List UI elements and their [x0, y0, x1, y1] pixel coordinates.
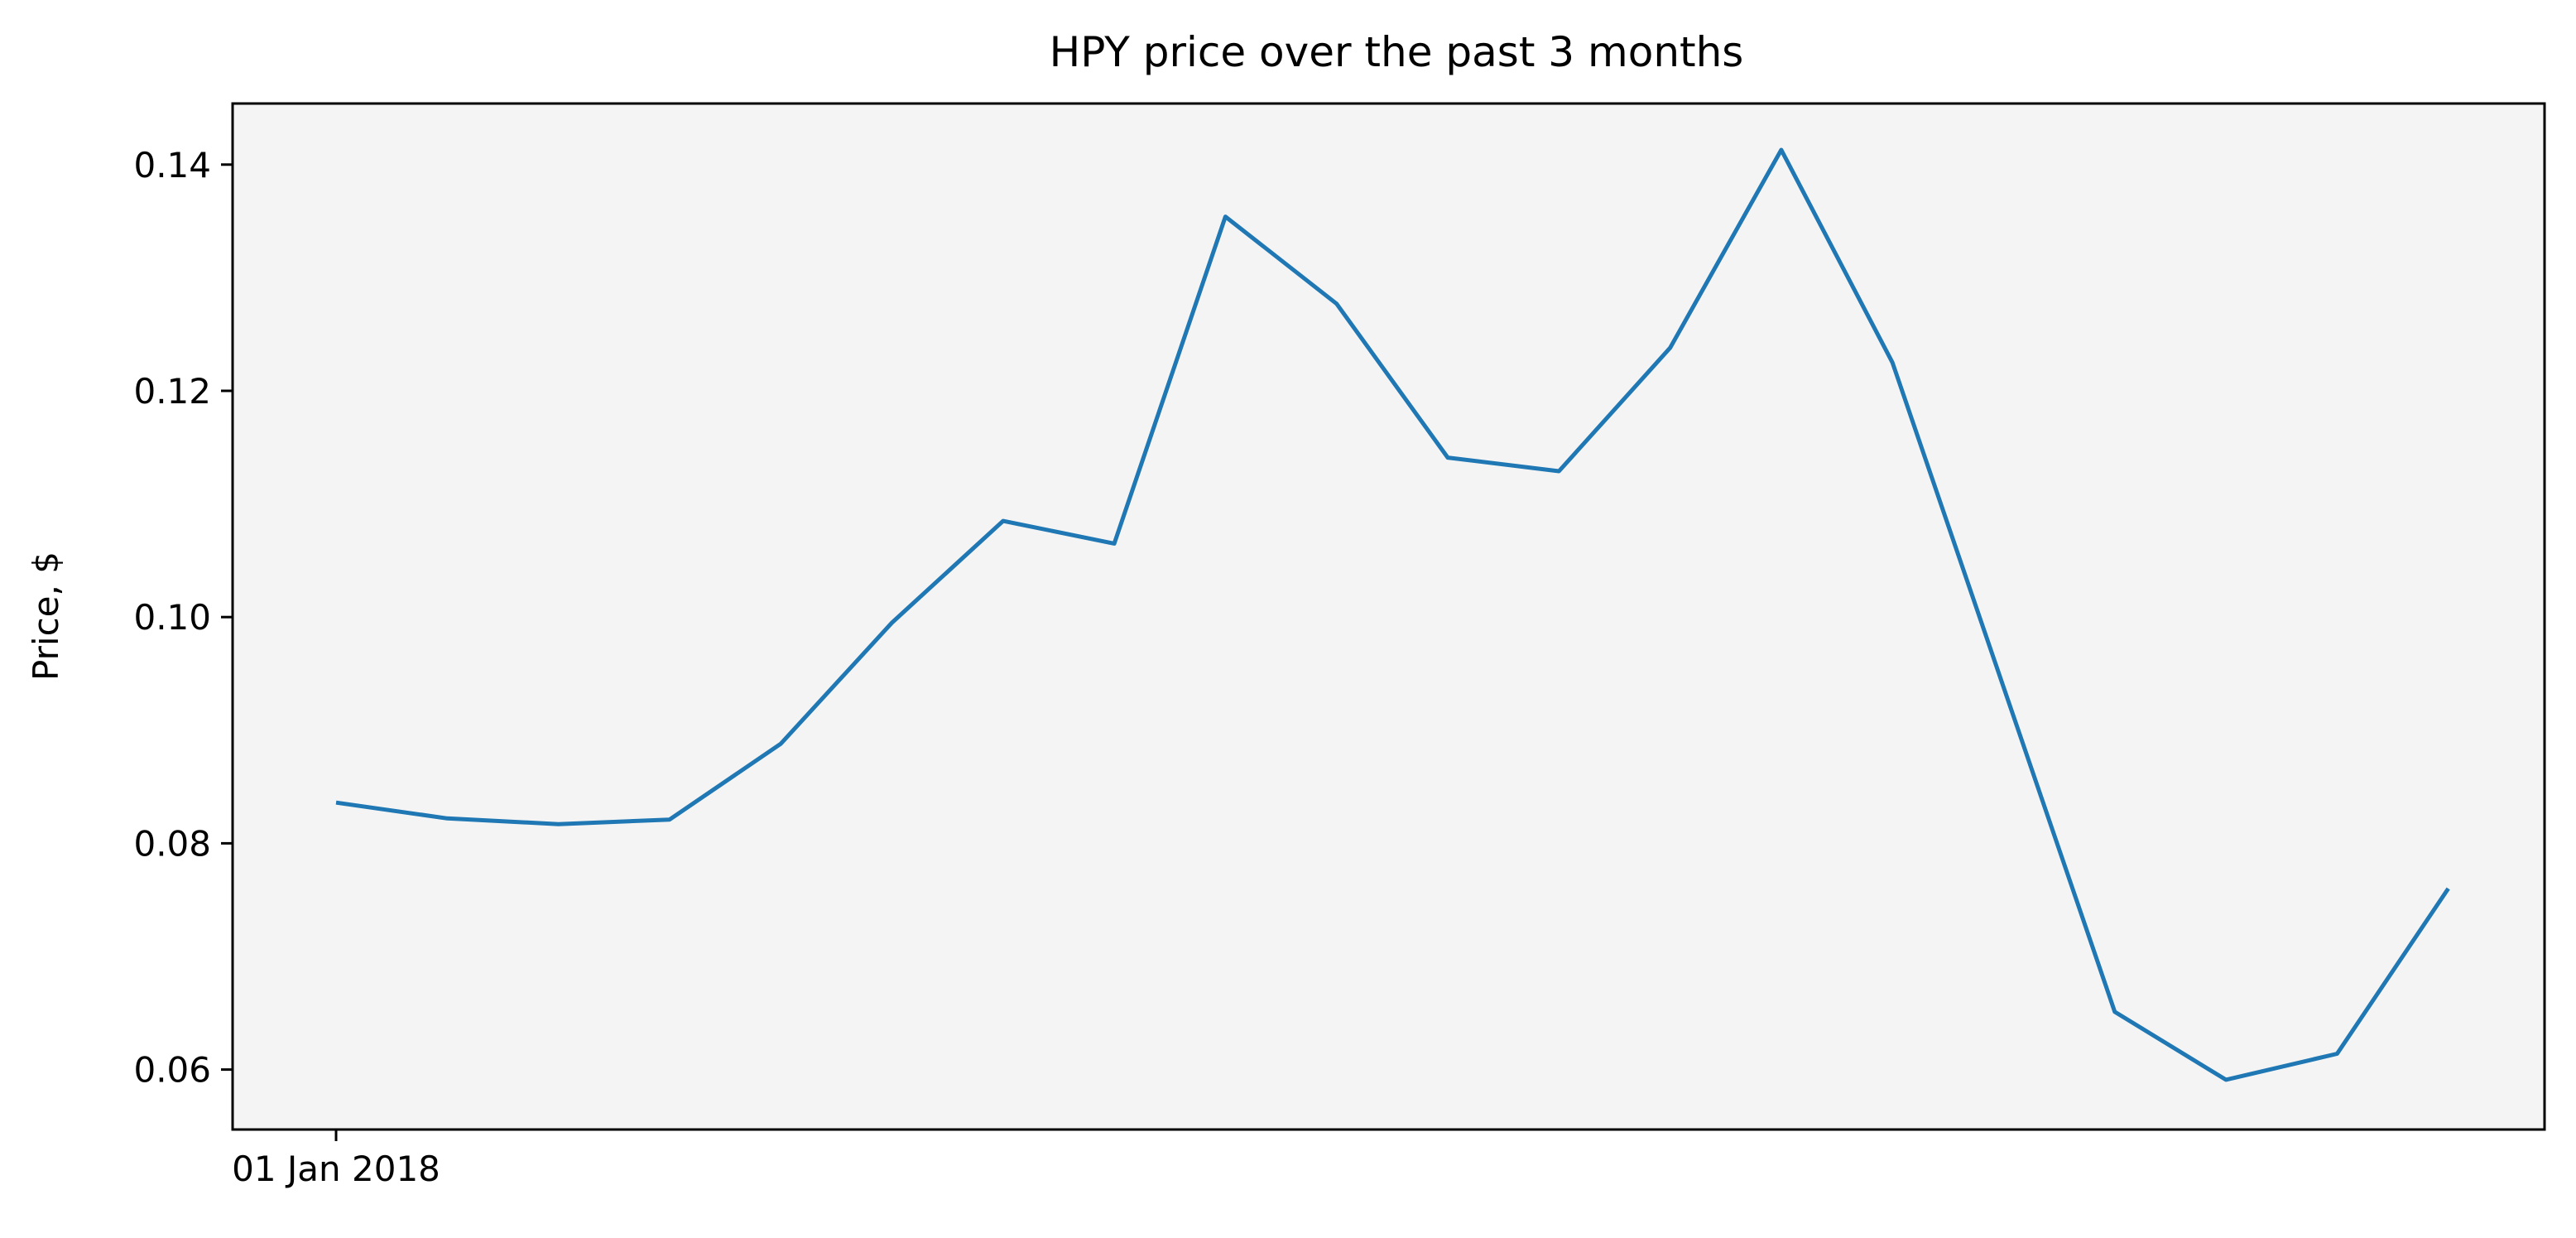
y-tick-label: 0.06 [133, 1050, 211, 1091]
series-layer [335, 147, 2450, 1082]
y-tick-label: 0.10 [133, 597, 211, 638]
plot-area-background [233, 104, 2545, 1130]
y-axis-label: Price, $ [26, 552, 66, 681]
y-axis: 0.06 0.08 0.10 0.12 0.14 [133, 145, 233, 1091]
y-tick-label: 0.14 [133, 145, 211, 185]
chart-title: HPY price over the past 3 months [1050, 28, 1744, 76]
x-axis: 01 Jan 2018 [232, 1130, 440, 1189]
series-line-1 [335, 147, 2450, 1082]
y-tick-label: 0.12 [133, 371, 211, 412]
y-tick-label: 0.08 [133, 823, 211, 864]
x-tick-label: 01 Jan 2018 [232, 1149, 440, 1189]
